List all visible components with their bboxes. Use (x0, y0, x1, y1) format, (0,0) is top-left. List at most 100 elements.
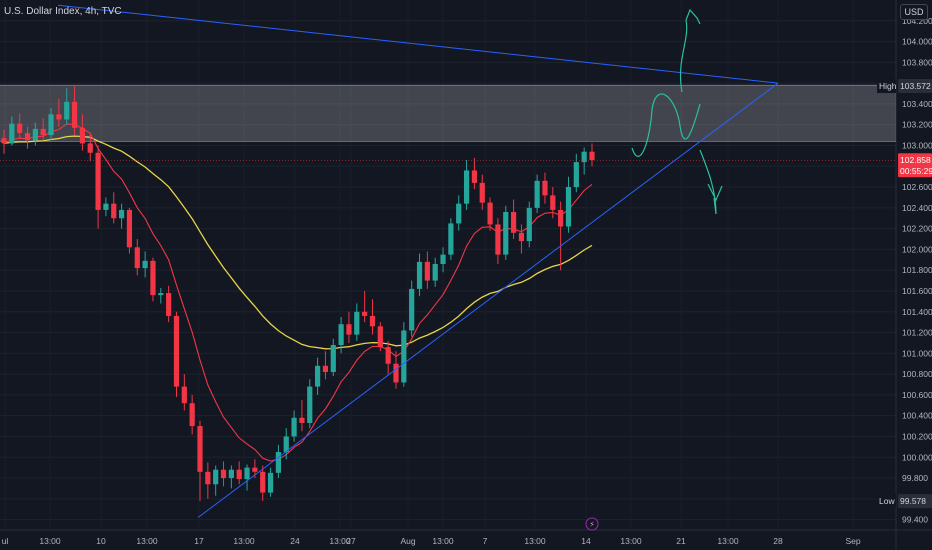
moving-average-long (3, 135, 593, 350)
moving-average-short (3, 123, 593, 462)
current-price-tag-countdown: 00:55:29 (900, 166, 932, 176)
currency-button[interactable]: USD (900, 4, 928, 20)
low-price-tag-value: 99.578 (900, 496, 926, 506)
candle-body (24, 133, 31, 141)
candle-body (205, 471, 211, 485)
y-tick-label: 101.200 (902, 328, 932, 338)
candle-body (456, 203, 462, 224)
descending-trendline (57, 4, 779, 84)
candle-body (299, 417, 305, 423)
x-tick-label: 14 (581, 536, 591, 546)
y-tick-label: 101.000 (902, 348, 932, 358)
y-tick-label: 104.200 (902, 16, 932, 26)
chart-title: U.S. Dollar Index, 4h, TVC (4, 6, 122, 17)
candle-body (424, 261, 430, 281)
y-tick-label: 103.400 (902, 99, 932, 109)
candle-body (134, 247, 140, 269)
candle-body (71, 101, 78, 128)
candle-body (565, 187, 572, 227)
y-tick-label: 99.400 (902, 515, 928, 525)
candle-body (401, 330, 407, 383)
candle-body (354, 311, 360, 335)
candle-body (416, 261, 423, 289)
y-tick-label: 100.000 (902, 452, 932, 462)
candle-body (558, 209, 564, 227)
candle-body (48, 114, 54, 136)
y-tick-label: 104.000 (902, 37, 932, 47)
candle-body (173, 315, 180, 387)
candle-body (385, 347, 391, 364)
candle-body (87, 143, 93, 153)
candle-body (581, 151, 587, 163)
candle-body (9, 123, 15, 144)
y-tick-label: 103.800 (902, 57, 932, 67)
candle-body (79, 127, 85, 144)
high-price-tag-label: High (879, 81, 897, 91)
candle-body (181, 386, 187, 404)
candle-body (409, 288, 415, 331)
candle-body (346, 324, 352, 335)
candle-body (56, 114, 62, 120)
x-tick-label: 13:00 (620, 536, 642, 546)
candle-body (252, 467, 258, 472)
y-tick-label: 101.600 (902, 286, 932, 296)
candle-body (283, 436, 289, 453)
candle-body (338, 324, 344, 346)
y-tick-label: 100.200 (902, 431, 932, 441)
candle-body (440, 254, 446, 264)
candle-body (487, 202, 493, 225)
candle-body (275, 452, 281, 473)
candle-body (291, 417, 297, 437)
projection-sketch-up-arrow (679, 8, 701, 93)
event-marker (585, 517, 599, 531)
y-tick-label: 103.000 (902, 140, 932, 150)
y-tick-label: 102.200 (902, 224, 932, 234)
x-tick-label: 13:00 (432, 536, 454, 546)
candle-body (542, 180, 548, 196)
y-tick-label: 102.600 (902, 182, 932, 192)
candle-body (479, 182, 485, 203)
y-tick-label: 102.000 (902, 244, 932, 254)
candle-body (369, 315, 376, 327)
candle-body (260, 471, 266, 493)
y-tick-label: 101.800 (902, 265, 932, 275)
low-price-tag: Low 99.578 (877, 494, 932, 509)
x-tick-label: 21 (676, 536, 686, 546)
candle-body (142, 260, 148, 269)
candle-body (448, 223, 454, 255)
candle-body (126, 209, 133, 248)
y-tick-label: 100.800 (902, 369, 932, 379)
candle-body (228, 469, 234, 479)
projection-sketch-down-arrow (699, 149, 723, 215)
x-tick-label: 13:00 (233, 536, 255, 546)
y-tick-label: 103.200 (902, 120, 932, 130)
candle-body (64, 101, 70, 120)
x-tick-label: 7 (483, 536, 488, 546)
candle-body (322, 365, 329, 373)
candle-body (119, 209, 125, 219)
candle-body (362, 311, 368, 316)
x-tick-label: 13:00 (39, 536, 61, 546)
candle-body (550, 195, 556, 210)
candle-body (511, 212, 517, 233)
candle-body (495, 224, 501, 255)
x-tick-label: 13:00 (717, 536, 739, 546)
candle-body (267, 472, 274, 493)
x-tick-label: ul (2, 536, 9, 546)
candle-body (95, 152, 101, 210)
candle-body (197, 426, 203, 472)
candle-body (503, 212, 509, 255)
x-tick-label: Aug (400, 536, 415, 546)
candle-body (17, 123, 23, 134)
candle-body (307, 386, 313, 423)
candle-body (315, 365, 321, 387)
candle-body (166, 293, 172, 316)
y-tick-label: 100.400 (902, 411, 932, 421)
candle-body (40, 128, 46, 136)
candle-body (377, 326, 383, 348)
candle-body (103, 203, 109, 210)
candle-body (111, 203, 117, 219)
